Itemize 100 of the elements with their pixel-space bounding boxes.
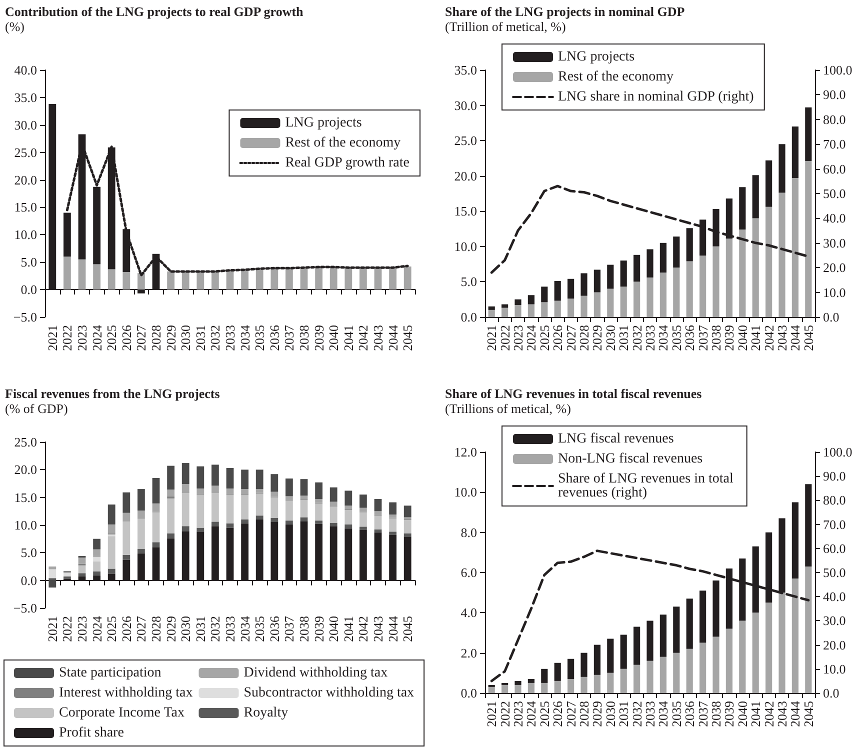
y2-tick-label: 80.0 bbox=[823, 112, 846, 127]
x-tick-label: 2033 bbox=[642, 701, 658, 727]
chart-subtitle: (%) bbox=[5, 19, 24, 34]
x-tick-label: 2027 bbox=[134, 324, 149, 351]
x-tick-label: 2030 bbox=[178, 325, 194, 351]
y2-tick-label: 50.0 bbox=[823, 565, 846, 580]
x-tick-label: 2034 bbox=[237, 324, 252, 351]
x-tick-label: 2025 bbox=[104, 325, 120, 351]
x-tick-label: 2037 bbox=[282, 324, 297, 351]
x-tick-label: 2026 bbox=[118, 616, 134, 642]
x-tick-label: 2029 bbox=[163, 325, 178, 351]
y-tick-label: 20.0 bbox=[454, 168, 477, 184]
x-tick-label: 2029 bbox=[590, 325, 605, 351]
x-tick-label: 2038 bbox=[296, 616, 312, 642]
x-tick-label: 2022 bbox=[497, 701, 512, 727]
y2-tick-label: 0.0 bbox=[823, 686, 840, 700]
x-tick-label: 2030 bbox=[602, 325, 618, 351]
y-tick-label: 10.0 bbox=[454, 484, 477, 500]
x-tick-label: 2042 bbox=[356, 616, 371, 642]
y2-tick-label: 80.0 bbox=[823, 492, 846, 508]
legend-label: Subcontractor withholding tax bbox=[244, 686, 414, 700]
y2-tick-label: 70.0 bbox=[823, 136, 846, 152]
chart-title: Fiscal revenues from the LNG projects bbox=[5, 386, 220, 401]
x-tick-label: 2031 bbox=[616, 701, 632, 727]
x-tick-label: 2043 bbox=[370, 325, 386, 351]
x-tick-label: 2023 bbox=[510, 325, 526, 351]
x-tick-label: 2023 bbox=[74, 325, 90, 351]
x-tick-label: 2034 bbox=[656, 324, 671, 351]
legend-label: Royalty bbox=[244, 706, 288, 720]
legend-label: LNG share in nominal GDP (right) bbox=[558, 90, 754, 104]
y2-tick-label: 60.0 bbox=[823, 540, 846, 556]
y-tick-label: 4.0 bbox=[460, 605, 477, 620]
y-tick-label: 40.0 bbox=[14, 62, 37, 78]
x-tick-label: 2021 bbox=[484, 325, 500, 351]
x-tick-label: 2025 bbox=[104, 616, 120, 642]
x-tick-label: 2032 bbox=[629, 701, 644, 727]
x-tick-label: 2035 bbox=[668, 325, 684, 351]
legend-label: Interest withholding tax bbox=[59, 686, 193, 700]
x-tick-label: 2036 bbox=[266, 324, 282, 351]
legend-label: Rest of the economy bbox=[558, 70, 674, 84]
x-tick-label: 2043 bbox=[774, 325, 790, 351]
chart-subtitle: (% of GDP) bbox=[5, 401, 68, 416]
x-tick-label: 2033 bbox=[222, 325, 238, 351]
x-tick-label: 2022 bbox=[60, 325, 75, 351]
legend-label: Non-LNG fiscal revenues bbox=[558, 452, 703, 466]
y-tick-label: 15.0 bbox=[14, 200, 37, 215]
x-tick-label: 2040 bbox=[734, 325, 750, 351]
y2-tick-label: 40.0 bbox=[823, 210, 846, 226]
legend-label: LNG projects bbox=[285, 116, 362, 130]
x-tick-label: 2036 bbox=[682, 700, 698, 727]
x-tick-label: 2041 bbox=[748, 325, 764, 351]
x-tick-label: 2034 bbox=[656, 700, 671, 727]
x-tick-label: 2033 bbox=[222, 616, 238, 642]
y2-tick-label: 20.0 bbox=[823, 260, 846, 276]
legend-label: Dividend withholding tax bbox=[244, 666, 388, 680]
x-tick-label: 2037 bbox=[695, 700, 710, 727]
y-tick-label: 25.0 bbox=[14, 434, 37, 450]
y-tick-label: 10.0 bbox=[454, 238, 477, 254]
y2-tick-label: 70.0 bbox=[823, 516, 846, 532]
y-tick-label: 25.0 bbox=[14, 144, 37, 160]
x-tick-label: 2040 bbox=[326, 325, 342, 351]
legend-label: Share of LNG revenues in total revenues (right) bbox=[558, 472, 737, 500]
x-tick-label: 2025 bbox=[536, 701, 552, 727]
x-tick-label: 2043 bbox=[774, 701, 790, 727]
x-tick-label: 2028 bbox=[148, 616, 164, 642]
y-tick-label: 0.0 bbox=[460, 310, 477, 324]
x-tick-label: 2026 bbox=[118, 324, 134, 351]
x-tick-label: 2034 bbox=[237, 616, 252, 642]
chart-title: Share of the LNG projects in nominal GDP bbox=[445, 4, 685, 19]
y-tick-label: 15.0 bbox=[14, 490, 37, 505]
x-tick-label: 2038 bbox=[296, 325, 312, 351]
y-tick-label: 30.0 bbox=[454, 98, 477, 113]
x-tick-label: 2032 bbox=[208, 325, 223, 351]
x-tick-label: 2044 bbox=[788, 324, 803, 351]
y-tick-label: 20.0 bbox=[14, 172, 37, 188]
legend-label: State participation bbox=[59, 666, 162, 680]
x-tick-label: 2024 bbox=[524, 324, 539, 351]
y-tick-label: 2.0 bbox=[460, 645, 477, 660]
x-tick-label: 2028 bbox=[576, 325, 592, 351]
y2-tick-label: 20.0 bbox=[823, 637, 846, 652]
x-tick-label: 2039 bbox=[722, 325, 737, 351]
x-tick-label: 2044 bbox=[385, 616, 400, 642]
y-tick-label: 10.0 bbox=[14, 518, 37, 532]
y-tick-label: 30.0 bbox=[14, 117, 37, 132]
x-tick-label: 2029 bbox=[590, 701, 605, 727]
y-tick-label: 0.0 bbox=[460, 686, 477, 700]
y2-tick-label: 30.0 bbox=[823, 235, 846, 250]
x-tick-label: 2044 bbox=[788, 700, 803, 727]
y2-tick-label: 10.0 bbox=[823, 284, 846, 300]
x-tick-label: 2035 bbox=[252, 616, 268, 642]
x-tick-label: 2026 bbox=[550, 700, 566, 727]
x-tick-label: 2022 bbox=[497, 325, 512, 351]
y-tick-label: 12.0 bbox=[454, 444, 477, 460]
chart-subtitle: (Trillions of metical, %) bbox=[445, 401, 571, 416]
chart-subtitle: (Trillion of metical, %) bbox=[445, 19, 566, 34]
y-tick-label: 5.0 bbox=[460, 274, 477, 290]
x-tick-label: 2042 bbox=[761, 325, 776, 351]
legend-label: LNG projects bbox=[558, 50, 635, 64]
y2-tick-label: 0.0 bbox=[823, 310, 840, 324]
y-tick-label: 15.0 bbox=[454, 204, 477, 219]
